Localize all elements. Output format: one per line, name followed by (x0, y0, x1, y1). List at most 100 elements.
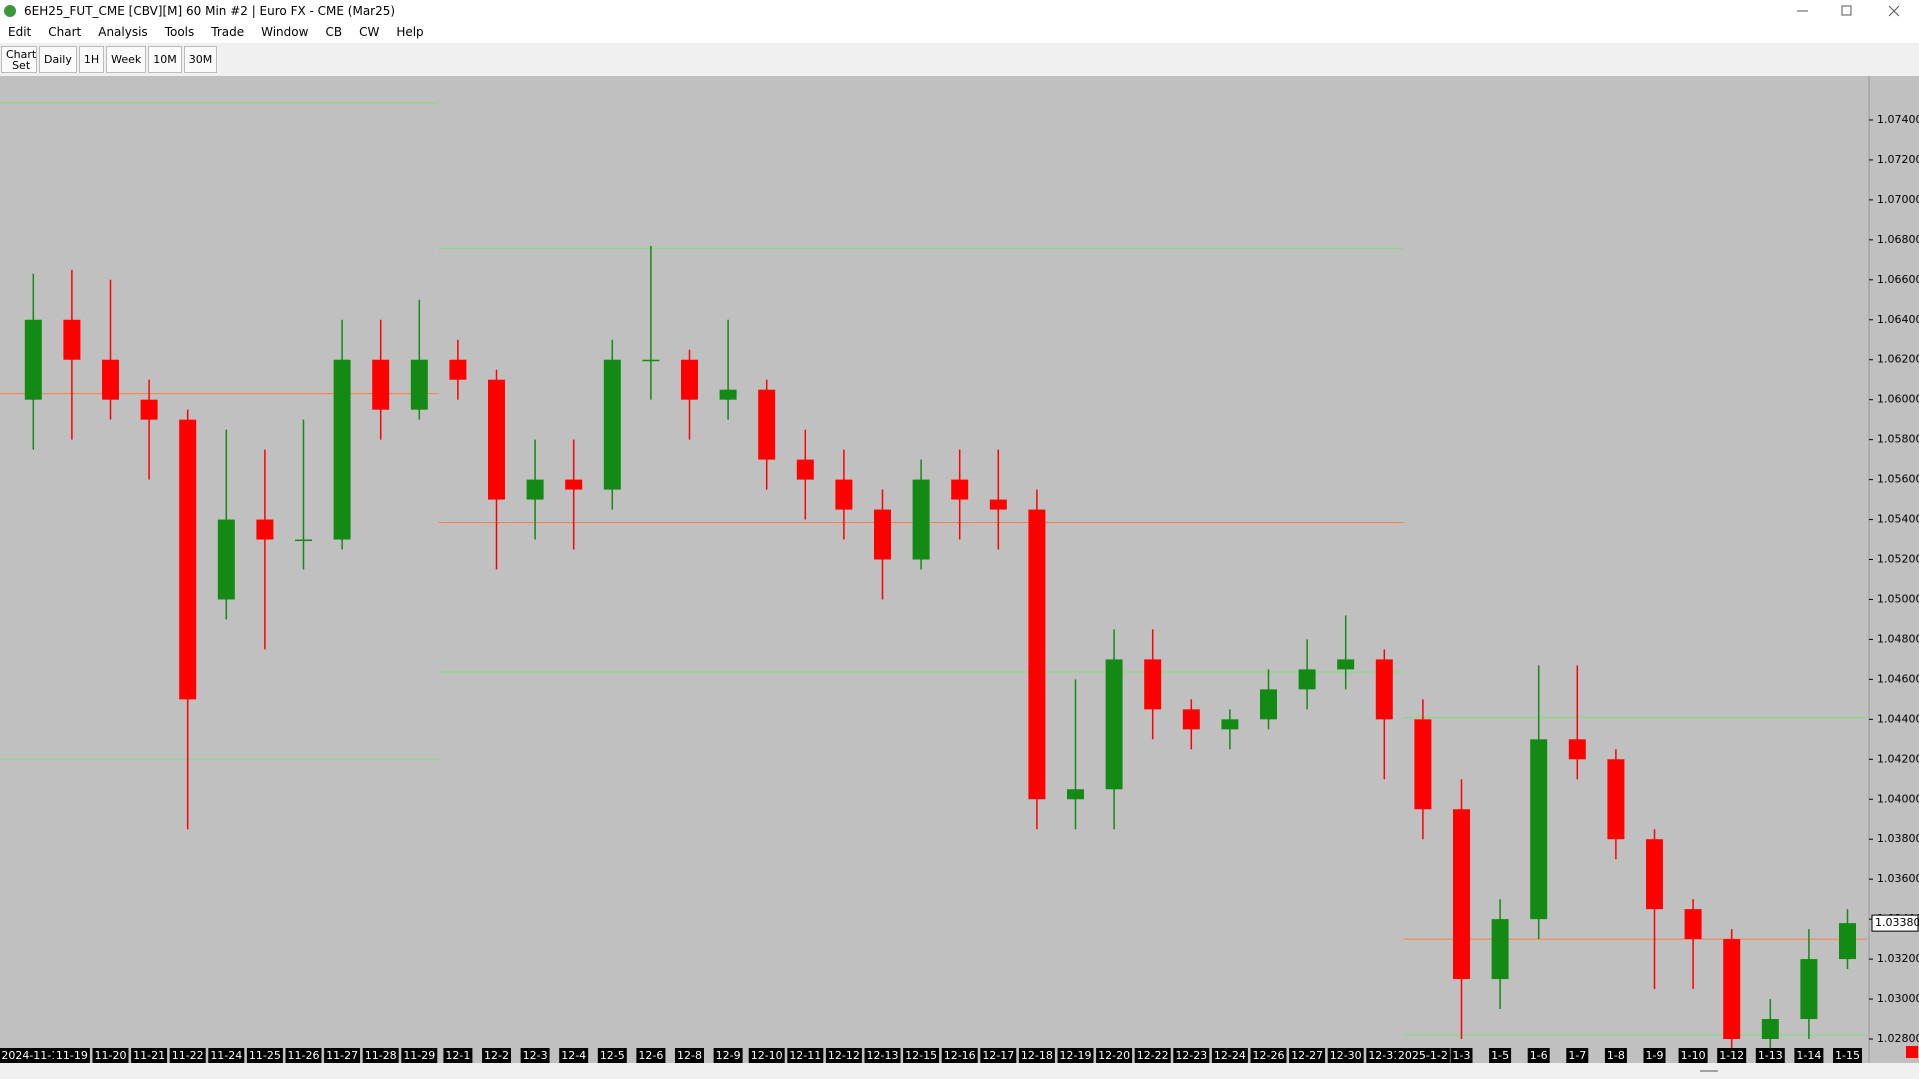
x-tick-label: 12-1 (445, 1049, 470, 1062)
x-tick-label: 12-31 (1368, 1049, 1400, 1062)
toolbar-button[interactable]: Daily (39, 46, 77, 73)
x-label-bg (1250, 1048, 1287, 1063)
candle-body (565, 479, 583, 490)
x-label-bg (1717, 1048, 1747, 1063)
x-label-bg (324, 1048, 361, 1063)
candle-body (835, 479, 853, 510)
x-label-bg (362, 1048, 399, 1063)
menu-item[interactable]: Help (396, 25, 424, 39)
x-tick-label: 11-21 (133, 1049, 165, 1062)
candle-body (1530, 739, 1548, 920)
menu-item[interactable]: Tools (164, 25, 195, 39)
x-tick-label: 12-26 (1253, 1049, 1285, 1062)
candle-body (217, 519, 235, 600)
toolbar-button[interactable]: 10M (148, 46, 182, 73)
candle-body (140, 399, 158, 420)
x-tick-label: 12-23 (1175, 1049, 1207, 1062)
x-label-bg (636, 1048, 666, 1063)
x-label-bg (1604, 1048, 1627, 1063)
x-tick-label: 12-3 (523, 1049, 548, 1062)
x-label-bg (1527, 1048, 1550, 1063)
candle-body (1453, 809, 1470, 980)
x-tick-label: 12-4 (561, 1049, 586, 1062)
candle-body (1684, 909, 1702, 940)
toolbar: Chart Set Daily 1H Week 10M 30M (0, 43, 1919, 76)
x-label-bg (92, 1048, 129, 1063)
x-label-bg (1289, 1048, 1326, 1063)
x-tick-label: 1-3 (1453, 1049, 1471, 1062)
x-tick-label: 11-25 (249, 1049, 281, 1062)
x-label-bg (1018, 1048, 1055, 1063)
y-tick-label: 1.06000 (1877, 393, 1919, 406)
x-tick-label: 11-26 (288, 1049, 320, 1062)
candle-body (24, 319, 42, 400)
x-label-bg (1173, 1048, 1210, 1063)
last-price-label: 1.03380 (1875, 916, 1919, 929)
x-tick-label: 11-20 (95, 1049, 127, 1062)
y-tick-label: 1.05200 (1877, 553, 1919, 566)
x-label-bg (1566, 1048, 1589, 1063)
x-tick-label: 12-5 (600, 1049, 625, 1062)
menu-item[interactable]: Chart (48, 25, 82, 39)
x-label-bg (131, 1048, 168, 1063)
x-label-bg (1096, 1048, 1133, 1063)
menu-item[interactable]: CW (359, 25, 380, 39)
close[interactable] (1888, 5, 1900, 17)
restore[interactable] (1841, 5, 1852, 16)
y-tick-label: 1.07400 (1877, 113, 1919, 126)
x-label-bg (1755, 1048, 1785, 1063)
menu-item[interactable]: Edit (8, 25, 32, 39)
y-tick-label: 1.03200 (1877, 952, 1919, 965)
candle-body (1375, 659, 1393, 720)
last-price-box (1871, 914, 1919, 932)
toolbar-button[interactable]: 1H (78, 46, 105, 73)
x-tick-label: 1-5 (1491, 1049, 1509, 1062)
candle-body (1067, 789, 1084, 800)
candle-body (295, 539, 312, 542)
candle-body (1221, 719, 1239, 730)
candle-body (1607, 759, 1625, 840)
menu-item[interactable]: Window (261, 25, 309, 39)
x-label-bg (675, 1048, 704, 1063)
x-tick-label: 12-18 (1021, 1049, 1053, 1062)
candle-body (1723, 939, 1741, 1040)
y-tick-label: 1.06600 (1877, 273, 1919, 286)
x-tick-label: 12-17 (982, 1049, 1014, 1062)
y-tick-label: 1.05400 (1877, 513, 1919, 526)
candle-body (1144, 659, 1162, 710)
x-label-bg (285, 1048, 322, 1063)
y-tick-label: 1.06200 (1877, 353, 1919, 366)
window-title: 6EH25_FUT_CME [CBV][M] 60 Min #2 | Euro … (24, 4, 396, 18)
x-tick-label: 12-30 (1330, 1049, 1362, 1062)
x-label-bg (1833, 1048, 1862, 1063)
x-label-bg (1327, 1048, 1364, 1063)
candle-body (951, 479, 969, 500)
candle-body (410, 359, 428, 410)
candle-body (526, 479, 544, 500)
x-label-bg (787, 1048, 824, 1063)
menu-item[interactable]: Trade (211, 25, 245, 39)
toolbar-button[interactable]: 30M (183, 46, 218, 73)
candle-body (63, 319, 81, 360)
x-tick-label: 1-7 (1568, 1049, 1586, 1062)
y-tick-label: 1.06800 (1877, 233, 1919, 246)
x-label-bg (0, 1048, 68, 1063)
candle-body (1182, 709, 1200, 730)
candle-body (1491, 919, 1509, 980)
toolbar-button[interactable]: Chart Set (1, 46, 37, 73)
menu-item[interactable]: Analysis (98, 25, 148, 39)
x-tick-label: 1-6 (1530, 1049, 1548, 1062)
candle-body (1028, 509, 1046, 800)
menu-item[interactable]: CB (325, 25, 343, 39)
y-tick-label: 1.03000 (1877, 992, 1919, 1005)
x-label-bg (520, 1048, 550, 1063)
candle-body (796, 459, 814, 480)
y-tick-label: 1.03600 (1877, 872, 1919, 885)
x-tick-label: 12-11 (789, 1049, 821, 1062)
toolbar-button[interactable]: Week (106, 46, 147, 73)
y-tick-label: 1.03800 (1877, 832, 1919, 845)
y-tick-label: 1.04200 (1877, 752, 1919, 765)
x-label-bg (864, 1048, 901, 1063)
candle-body (1568, 739, 1586, 760)
y-tick-label: 1.05600 (1877, 473, 1919, 486)
